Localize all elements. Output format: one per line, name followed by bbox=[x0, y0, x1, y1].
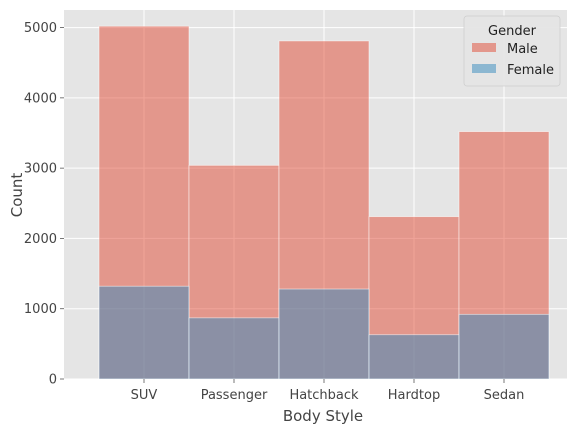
x-tick-label: Passenger bbox=[201, 388, 268, 403]
y-tick-label: 4000 bbox=[24, 91, 57, 106]
bar-female-hardtop bbox=[369, 335, 459, 379]
y-tick-label: 0 bbox=[49, 373, 57, 388]
bar-female-suv bbox=[99, 286, 189, 379]
x-axis-ticks: SUV Passenger Hatchback Hardtop Sedan bbox=[131, 379, 525, 403]
legend-swatch-female bbox=[472, 64, 496, 73]
y-axis-title: Count bbox=[8, 173, 26, 218]
bar-female-sedan bbox=[459, 314, 549, 379]
y-axis-ticks: 0 1000 2000 3000 4000 5000 bbox=[24, 21, 64, 387]
legend-swatch-male bbox=[472, 43, 496, 52]
x-tick-label: Sedan bbox=[484, 388, 525, 403]
x-tick-label: SUV bbox=[131, 388, 158, 403]
legend-label-male: Male bbox=[507, 42, 538, 57]
x-axis-title: Body Style bbox=[283, 407, 363, 425]
legend-title: Gender bbox=[488, 24, 537, 39]
y-tick-label: 1000 bbox=[24, 302, 57, 317]
y-tick-label: 2000 bbox=[24, 232, 57, 247]
x-tick-label: Hardtop bbox=[388, 388, 440, 403]
y-tick-label: 3000 bbox=[24, 162, 57, 177]
legend-label-female: Female bbox=[507, 63, 554, 78]
x-tick-label: Hatchback bbox=[289, 388, 359, 403]
y-tick-label: 5000 bbox=[24, 21, 57, 36]
legend: Gender Male Female bbox=[464, 16, 560, 86]
bar-female-passenger bbox=[189, 318, 279, 379]
bar-female-hatchback bbox=[279, 289, 369, 379]
